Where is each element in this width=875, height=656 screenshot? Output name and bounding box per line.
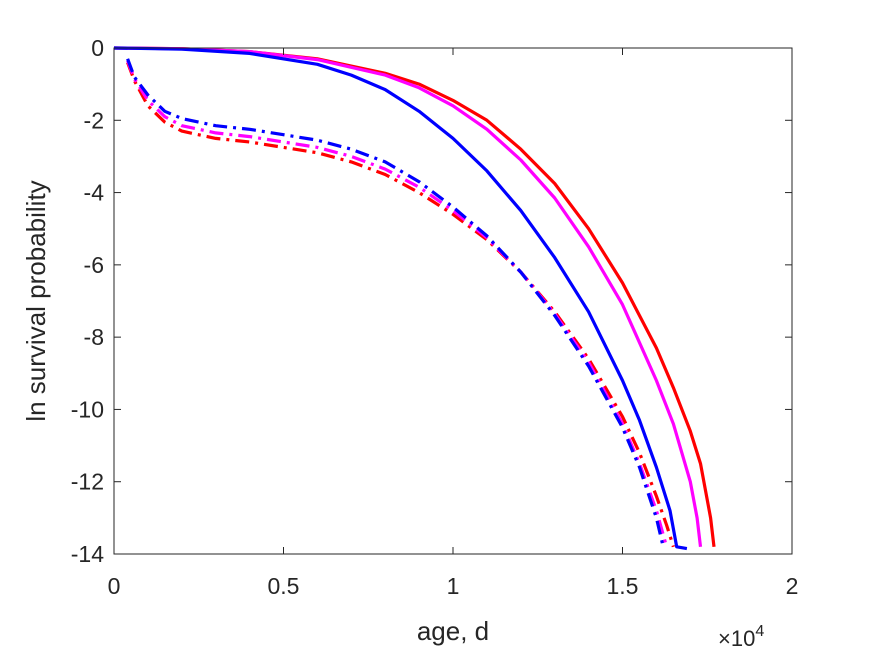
y-tick-label: -14 [71, 541, 104, 567]
y-axis-label: ln survival probability [21, 180, 51, 421]
y-tick-label: 0 [91, 35, 104, 61]
y-tick-label: -10 [71, 396, 104, 422]
series-line-6 [126, 58, 665, 548]
x-tick-label: 2 [786, 573, 799, 599]
series-line-5 [126, 60, 669, 548]
x-axis-exponent: ×104 [718, 623, 764, 651]
y-tick-label: -12 [71, 469, 104, 495]
tick-layer: 0 0.5 1 1.5 2 0 -2 -4 -6 -8 -10 -12 -14 [71, 35, 799, 599]
series-line-2 [113, 46, 703, 547]
x-tick-label: 0.5 [268, 573, 300, 599]
y-tick-label: -6 [84, 252, 104, 278]
x-axis-exponent-power: 4 [755, 623, 764, 640]
x-axis-label: age, d [417, 616, 489, 646]
series-layer [113, 46, 716, 551]
x-tick-label: 0 [108, 573, 121, 599]
plot-background [114, 48, 792, 554]
series-line-3 [113, 46, 688, 551]
y-tick-label: -2 [84, 107, 104, 133]
x-tick-label: 1.5 [607, 573, 639, 599]
x-tick-label: 1 [447, 573, 460, 599]
y-tick-label: -4 [84, 180, 105, 206]
y-tick-label: -8 [84, 324, 104, 350]
x-axis-exponent-base: ×10 [718, 626, 755, 651]
